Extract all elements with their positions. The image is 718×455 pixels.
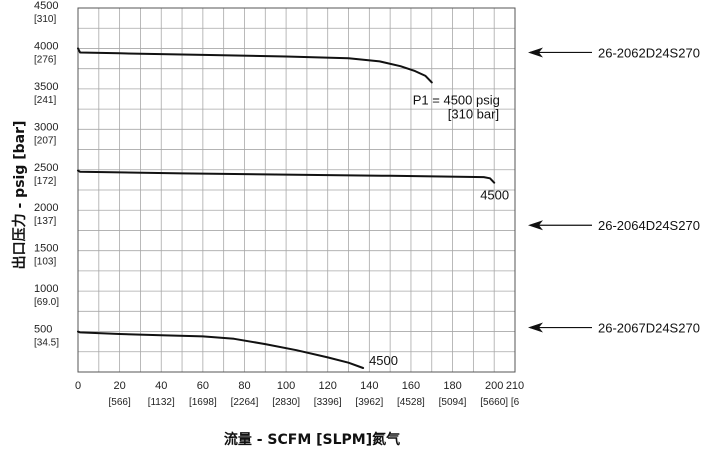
y-tick-labels: 500 [34.5] 1000 [69.0] 1500 [103] 2000 [137] 250… [34, 0, 59, 349]
x-tick-sublabel: [6 [511, 397, 520, 408]
x-tick-sublabel: [1698] [189, 397, 217, 408]
x-tick-sublabel: [5094] [439, 397, 467, 408]
y-tick-sublabel: [310] [34, 14, 56, 25]
y-tick-sublabel: [69.0] [34, 297, 59, 308]
curve-end-label: P1 = 4500 psig [413, 92, 500, 107]
x-tick-label: 60 [197, 380, 209, 392]
y-tick-label: 1000 [34, 283, 58, 295]
series-line [77, 47, 433, 84]
series-line [77, 169, 496, 184]
y-tick-label: 3000 [34, 121, 58, 133]
y-tick-sublabel: [103] [34, 257, 56, 268]
x-tick-labels: 0 20 [566] 40 [1132] 60 [1698] 80 [2264] 100 [2830… [75, 380, 524, 408]
curve-end-sublabel: [310 bar] [448, 106, 499, 121]
y-tick-sublabel: [34.5] [34, 338, 59, 349]
x-tick-sublabel: [3396] [314, 397, 342, 408]
y-tick-label: 4500 [34, 0, 58, 12]
x-tick-label: 140 [360, 380, 378, 392]
y-tick-label: 1500 [34, 243, 58, 255]
arrow-left-icon [528, 220, 543, 231]
y-tick-sublabel: [276] [34, 54, 56, 65]
curve-end-label: 4500 [480, 188, 509, 203]
x-tick-sublabel: [566] [108, 397, 130, 408]
y-tick-label: 2500 [34, 162, 58, 174]
x-tick-label: 210 [506, 380, 524, 392]
model-number-label: 26-2062D24S270 [598, 45, 700, 60]
y-tick-sublabel: [172] [34, 176, 56, 187]
y-tick-sublabel: [137] [34, 216, 56, 227]
x-tick-sublabel: [2830] [272, 397, 300, 408]
grid [77, 7, 516, 373]
curve-end-label: 4500 [369, 353, 398, 368]
arrow-left-icon [528, 322, 543, 333]
model-number-label: 26-2067D24S270 [598, 321, 700, 336]
x-tick-label: 120 [319, 380, 337, 392]
x-tick-label: 40 [155, 380, 167, 392]
y-tick-sublabel: [241] [34, 95, 56, 106]
x-tick-sublabel: [3962] [355, 397, 383, 408]
x-tick-sublabel: [2264] [231, 397, 259, 408]
x-tick-sublabel: [5660] [480, 397, 508, 408]
x-tick-label: 80 [238, 380, 250, 392]
y-tick-label: 2000 [34, 202, 58, 214]
y-axis-title: 出口压力 - psig [bar] [11, 121, 28, 270]
series-line [77, 330, 365, 369]
series-lines [77, 47, 496, 369]
x-tick-label: 160 [402, 380, 420, 392]
y-tick-sublabel: [207] [34, 135, 56, 146]
plot-border [77, 7, 516, 373]
x-tick-sublabel: [1132] [148, 397, 175, 408]
x-axis-title: 流量 - SCFM [SLPM]氮气 [224, 431, 400, 448]
x-tick-sublabel: [4528] [397, 397, 425, 408]
model-callouts: 26-2062D24S270 26-2064D24S270 26-2067D24S2… [528, 45, 700, 336]
x-tick-label: 180 [443, 380, 461, 392]
y-tick-label: 500 [34, 324, 52, 336]
arrow-left-icon [528, 47, 543, 58]
x-tick-label: 200 [485, 380, 503, 392]
x-tick-label: 20 [113, 380, 125, 392]
model-number-label: 26-2064D24S270 [598, 218, 700, 233]
x-tick-label: 0 [75, 380, 81, 392]
y-tick-label: 3500 [34, 81, 58, 93]
y-tick-label: 4000 [34, 40, 58, 52]
x-tick-label: 100 [277, 380, 295, 392]
curve-annotations: P1 = 4500 psig[310 bar] 4500 4500 [369, 92, 509, 368]
